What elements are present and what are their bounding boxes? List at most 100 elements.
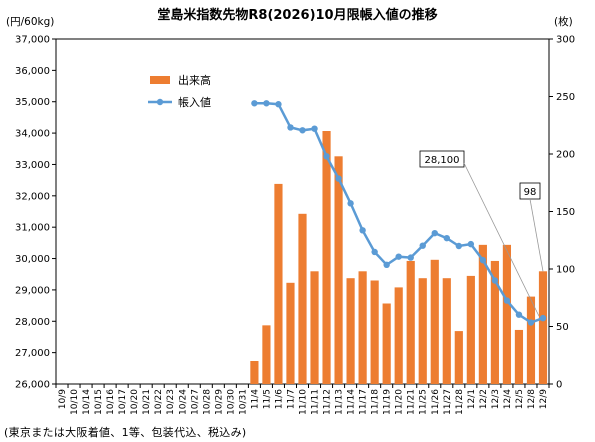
right-axis-tick-label: 100 bbox=[556, 265, 575, 276]
x-axis-tick-label: 11/4 bbox=[250, 389, 260, 409]
price-point bbox=[539, 314, 547, 322]
right-axis-tick-label: 150 bbox=[556, 207, 575, 218]
price-point bbox=[491, 277, 499, 284]
volume-bar bbox=[394, 287, 403, 384]
volume-bar bbox=[286, 282, 295, 384]
left-axis-tick-label: 31,000 bbox=[15, 223, 50, 234]
volume-bar bbox=[322, 131, 331, 384]
volume-bar bbox=[442, 278, 451, 384]
left-axis-tick-label: 34,000 bbox=[15, 129, 50, 140]
price-point bbox=[383, 261, 390, 269]
volume-bar bbox=[514, 329, 524, 384]
x-axis-tick-label: 10/28 bbox=[202, 389, 212, 415]
volume-bar bbox=[466, 275, 475, 384]
x-axis-tick-label: 11/12 bbox=[323, 389, 333, 415]
volume-bar bbox=[262, 325, 271, 384]
volume-bar bbox=[358, 271, 367, 384]
x-axis-tick-label: 11/28 bbox=[455, 389, 465, 415]
x-axis-tick-label: 11/11 bbox=[311, 389, 321, 415]
x-axis-tick-label: 11/18 bbox=[371, 389, 381, 415]
price-point bbox=[287, 124, 294, 131]
x-axis-tick-label: 11/27 bbox=[443, 389, 453, 415]
x-axis-tick-label: 10/10 bbox=[70, 389, 80, 415]
x-axis-tick-label: 10/21 bbox=[142, 389, 152, 415]
left-axis-unit: (円/60kg) bbox=[6, 16, 55, 28]
left-axis-tick-label: 30,000 bbox=[15, 254, 50, 265]
x-axis-tick-label: 11/7 bbox=[286, 389, 296, 409]
x-axis-tick-label: 10/20 bbox=[130, 389, 140, 415]
left-axis-tick-label: 29,000 bbox=[15, 285, 50, 296]
x-axis-tick-label: 12/1 bbox=[467, 389, 477, 409]
price-callout-box bbox=[419, 150, 465, 168]
price-point bbox=[443, 234, 450, 242]
chart-title: 堂島米指数先物R8(2026)10月限帳入値の推移 bbox=[157, 8, 438, 23]
x-axis-tick-label: 10/31 bbox=[238, 389, 248, 415]
volume-bar bbox=[310, 271, 319, 384]
price-point bbox=[455, 242, 463, 250]
price-point bbox=[299, 127, 306, 134]
price-point bbox=[359, 227, 366, 234]
right-axis-unit: (枚) bbox=[554, 16, 573, 28]
x-axis-tick-label: 11/19 bbox=[383, 389, 393, 415]
price-point bbox=[407, 254, 414, 261]
x-axis-tick-label: 12/4 bbox=[503, 389, 513, 409]
x-axis-tick-label: 12/3 bbox=[491, 389, 501, 409]
volume-bar bbox=[478, 244, 487, 384]
price-point bbox=[275, 101, 282, 108]
x-axis-tick-label: 10/17 bbox=[118, 389, 128, 415]
right-axis-tick-label: 200 bbox=[556, 150, 575, 161]
price-point bbox=[431, 229, 438, 237]
price-point bbox=[251, 100, 258, 107]
volume-bar bbox=[538, 271, 548, 384]
x-axis-tick-label: 10/9 bbox=[58, 389, 68, 409]
legend-line-marker bbox=[156, 98, 164, 106]
x-axis-tick-label: 11/21 bbox=[407, 389, 417, 415]
price-point bbox=[311, 125, 318, 132]
chart-footnote: (東京または大阪着値、1等、包装代込、税込み) bbox=[4, 426, 247, 439]
price-point bbox=[323, 153, 330, 160]
legend-bar-label: 出来高 bbox=[178, 73, 211, 87]
x-axis-tick-label: 10/24 bbox=[178, 389, 188, 415]
x-axis-tick-label: 12/5 bbox=[515, 389, 525, 409]
x-axis-tick-label: 12/2 bbox=[479, 389, 489, 409]
volume-bar bbox=[370, 280, 379, 384]
volume-bar bbox=[406, 260, 415, 384]
left-axis-tick-label: 27,000 bbox=[15, 348, 50, 359]
price-point bbox=[263, 100, 270, 107]
volume-bar bbox=[526, 296, 536, 384]
volume-bar bbox=[274, 183, 283, 384]
x-axis-tick-label: 12/9 bbox=[539, 389, 549, 409]
volume-bar bbox=[346, 278, 355, 384]
volume-bar bbox=[418, 278, 427, 384]
legend-line-label: 帳入値 bbox=[178, 95, 211, 109]
left-axis-tick-label: 28,000 bbox=[15, 317, 50, 328]
right-axis-tick-label: 250 bbox=[556, 92, 575, 103]
right-axis-tick-label: 0 bbox=[556, 380, 562, 391]
x-axis-tick-label: 12/8 bbox=[527, 389, 537, 409]
price-point bbox=[347, 200, 354, 207]
x-axis-tick-label: 10/14 bbox=[82, 389, 92, 415]
x-axis-tick-label: 10/16 bbox=[106, 389, 116, 415]
volume-callout-leader bbox=[529, 198, 544, 272]
price-point bbox=[419, 242, 426, 249]
price-callout-text: 28,100 bbox=[425, 155, 460, 166]
volume-bar bbox=[334, 156, 343, 384]
volume-bar bbox=[430, 259, 439, 384]
x-axis-tick-label: 11/13 bbox=[335, 389, 345, 415]
volume-bar bbox=[298, 213, 307, 384]
right-axis-tick-label: 50 bbox=[556, 322, 569, 333]
volume-bar bbox=[250, 361, 259, 384]
price-point bbox=[503, 297, 511, 304]
legend-bar-swatch bbox=[150, 76, 170, 84]
x-axis-tick-label: 10/15 bbox=[94, 389, 104, 415]
volume-bar bbox=[382, 303, 391, 384]
left-axis-tick-label: 32,000 bbox=[15, 191, 50, 202]
left-axis-tick-label: 35,000 bbox=[15, 97, 50, 108]
price-point bbox=[335, 175, 342, 182]
price-point bbox=[395, 253, 402, 260]
price-callout-leader bbox=[463, 162, 540, 317]
x-axis-tick-label: 10/22 bbox=[154, 389, 164, 415]
volume-bar bbox=[490, 260, 499, 384]
x-axis-tick-label: 10/27 bbox=[190, 389, 200, 415]
